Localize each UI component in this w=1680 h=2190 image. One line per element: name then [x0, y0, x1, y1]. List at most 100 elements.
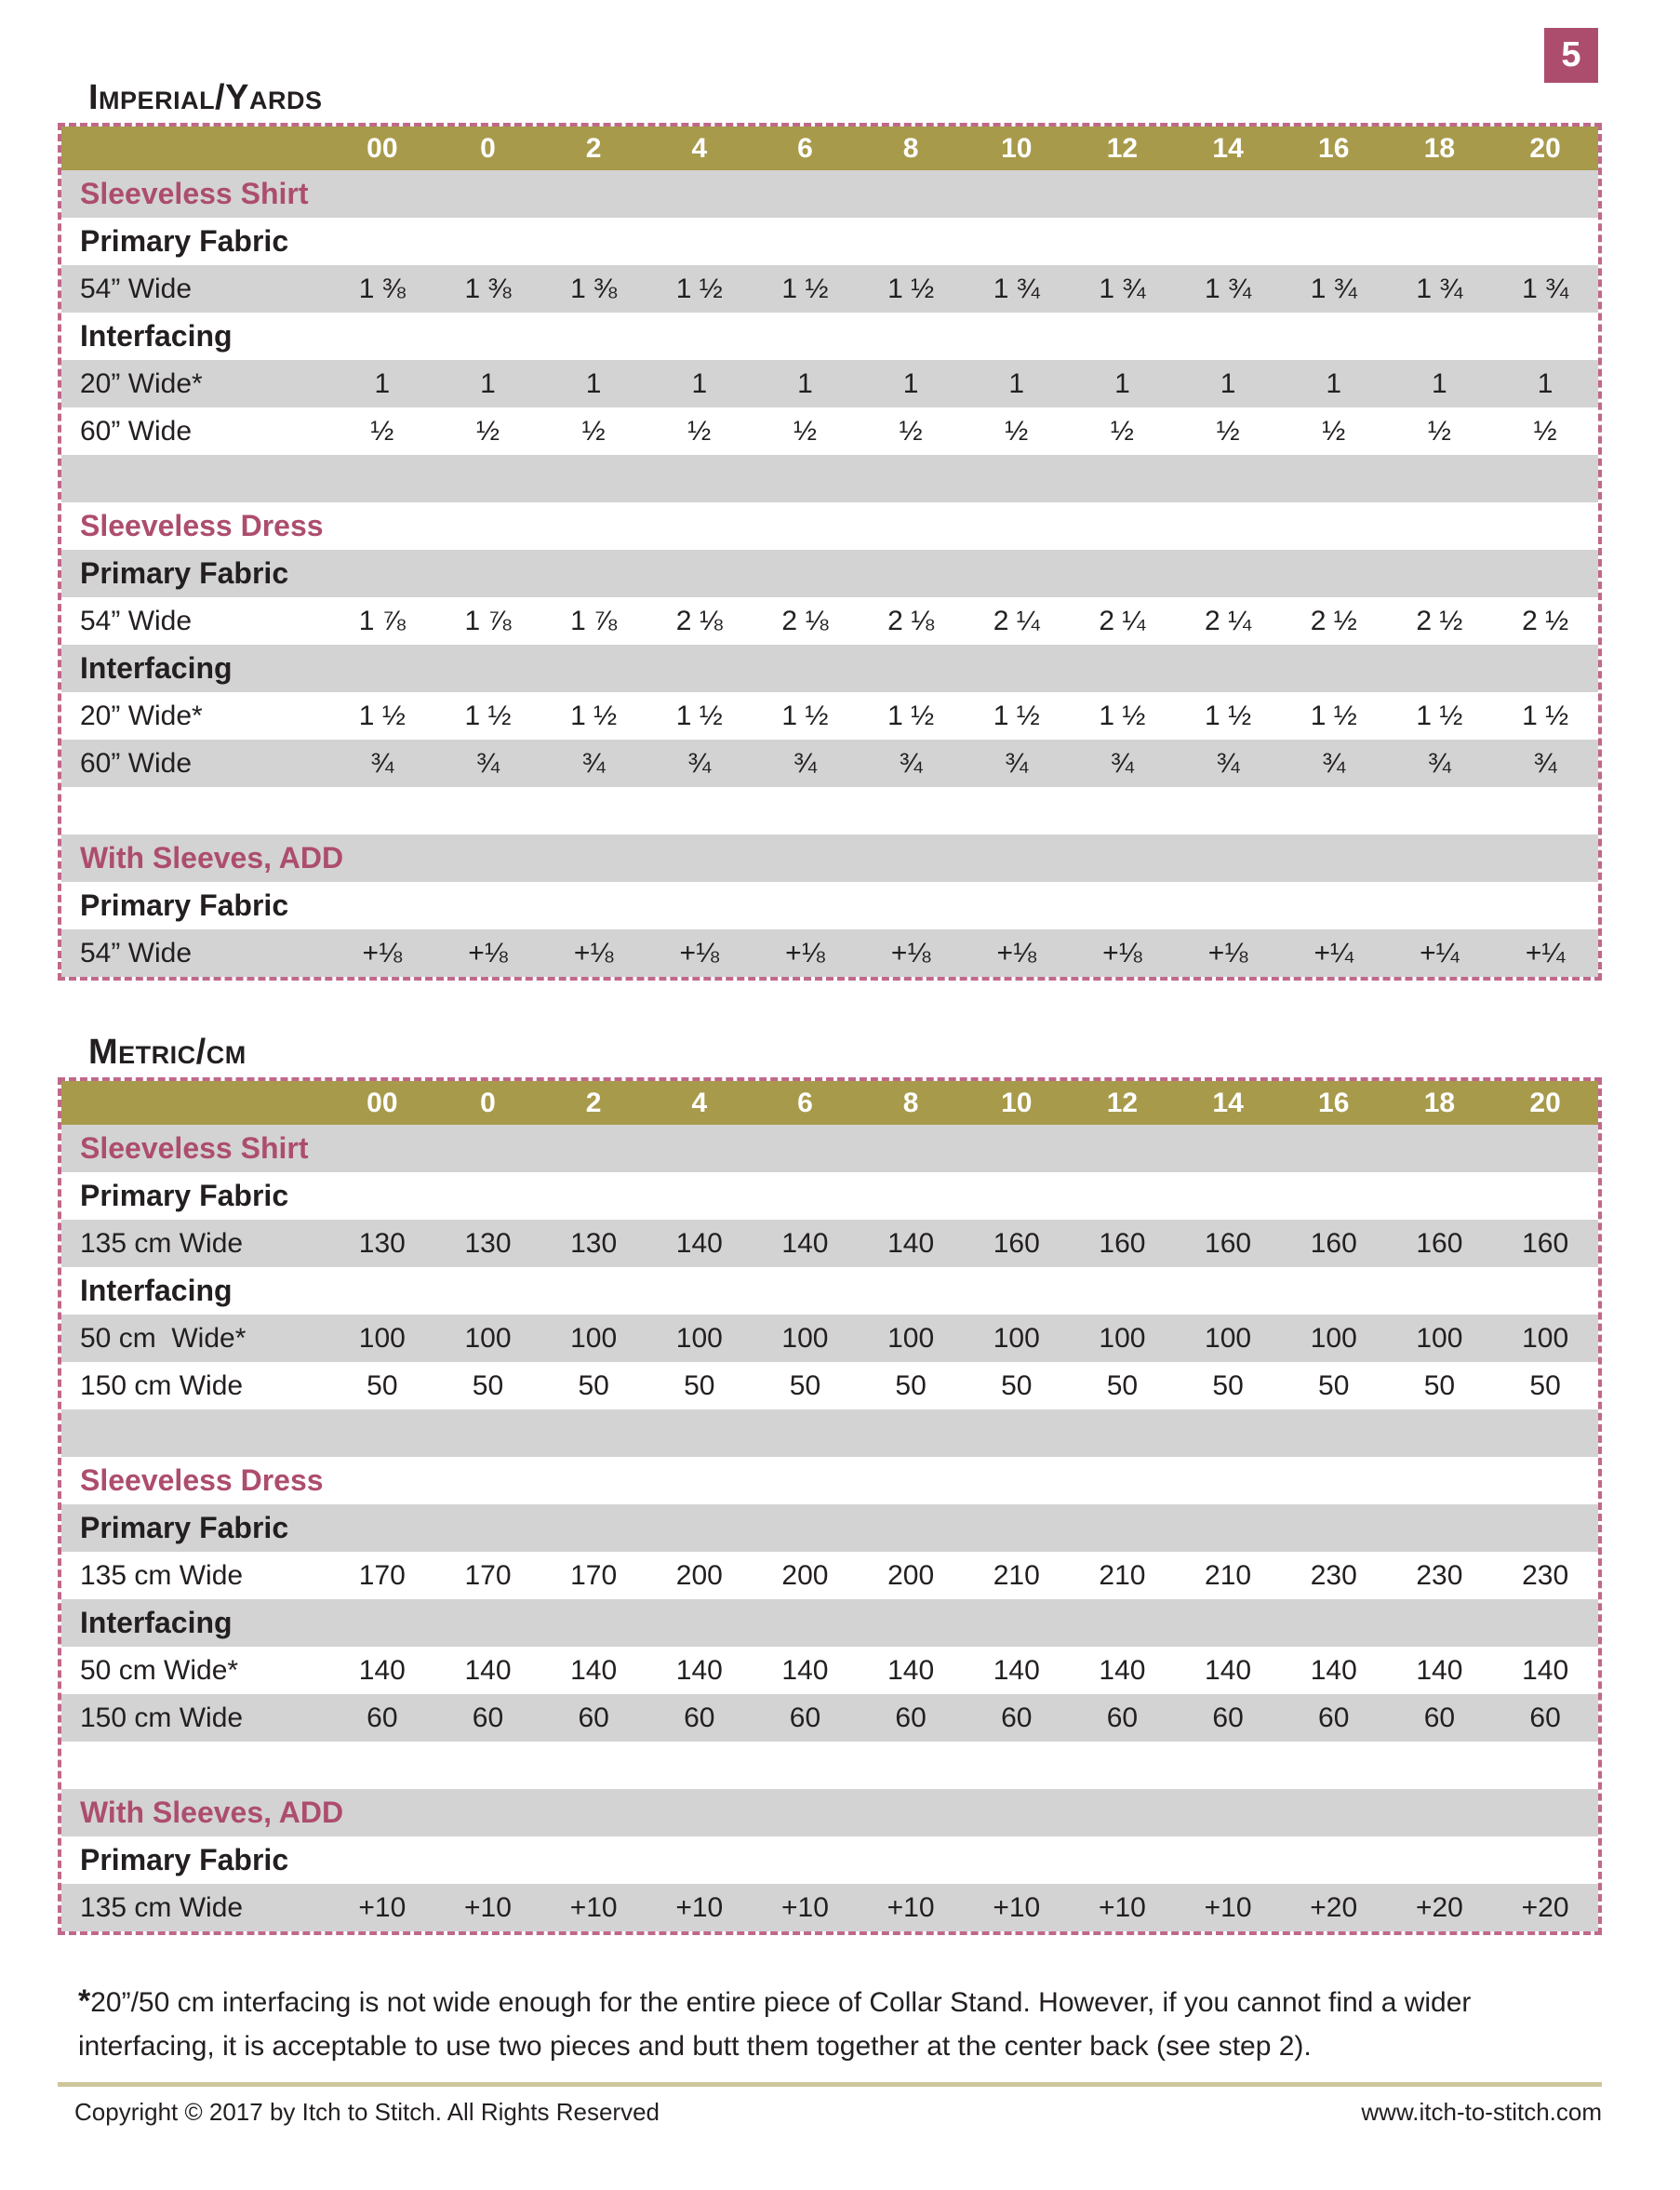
row-label: 20” Wide*	[80, 367, 203, 399]
yardage-value: 140	[675, 1227, 723, 1259]
size-column-header: 4	[691, 1087, 708, 1118]
yardage-value: ¾	[1005, 747, 1029, 779]
yardage-value: 140	[1416, 1654, 1463, 1686]
row-label: 150 cm Wide	[80, 1702, 244, 1733]
yardage-row: 20” Wide* 1 ½ 1 ½ 1 ½ 1 ½ 1 ½ 1 ½ 1 ½ 1 ½ 1 ½ 1 ½ 1…	[61, 692, 1598, 740]
spacer-cell	[61, 1409, 1598, 1457]
row-label: 60” Wide	[80, 747, 193, 779]
size-column-header: 12	[1106, 1087, 1139, 1118]
yardage-row: 135 cm Wide +10 +10 +10 +10 +10 +10 +10 +10 +10 +2…	[61, 1884, 1598, 1931]
fabric-group-row: Primary Fabric	[61, 1836, 1598, 1884]
yardage-row: 54” Wide +⅛ +⅛ +⅛ +⅛ +⅛ +⅛ +⅛ +⅛ +⅛ +¼ +¼ +¼	[61, 929, 1598, 977]
yardage-value: 60	[1318, 1702, 1350, 1733]
yardage-value: 1 ½	[1522, 700, 1569, 731]
yardage-value: 140	[781, 1227, 829, 1259]
yardage-value: 100	[1099, 1322, 1146, 1354]
section-title-row: Sleeveless Shirt	[61, 1125, 1598, 1172]
row-label: Sleeveless Dress	[80, 509, 324, 542]
yardage-value: 140	[887, 1227, 935, 1259]
yardage-value: +10	[887, 1891, 935, 1923]
row-label: 135 cm Wide	[80, 1891, 244, 1923]
fabric-group-row: Interfacing	[61, 1267, 1598, 1315]
row-label: 54” Wide	[80, 273, 193, 304]
website-link[interactable]: www.itch-to-stitch.com	[1361, 2098, 1602, 2126]
yardage-value: 50	[684, 1369, 715, 1401]
yardage-value: 1	[1537, 367, 1553, 399]
yardage-value: ½	[1322, 415, 1346, 447]
empty-header-cell	[61, 127, 329, 170]
yardage-value: +10	[1098, 1891, 1146, 1923]
fabric-group-row: Primary Fabric	[61, 1172, 1598, 1220]
yardage-value: 230	[1310, 1559, 1357, 1591]
yardage-value: 210	[1205, 1559, 1252, 1591]
yardage-value: 60	[1529, 1702, 1561, 1733]
yardage-value: ¾	[1533, 747, 1557, 779]
footer-divider-rule	[58, 2082, 1602, 2087]
yardage-value: 200	[675, 1559, 723, 1591]
yardage-value: ½	[1533, 415, 1557, 447]
yardage-value: 1	[1008, 367, 1025, 399]
yardage-value: 1 ½	[781, 700, 829, 731]
size-column-header: 4	[691, 132, 708, 164]
section-title-row: Sleeveless Dress	[61, 502, 1598, 550]
yardage-value: 1 ½	[570, 700, 618, 731]
yardage-value: 1 ½	[781, 273, 829, 304]
size-column-header: 16	[1318, 132, 1350, 164]
yardage-value: ¾	[1110, 747, 1134, 779]
yardage-value: 170	[570, 1559, 618, 1591]
copyright-text: Copyright © 2017 by Itch to Stitch. All …	[74, 2098, 660, 2126]
yardage-value: 1 ½	[464, 700, 512, 731]
size-column-header: 14	[1212, 1087, 1244, 1118]
row-label: Primary Fabric	[80, 224, 289, 258]
yardage-value: 60	[1106, 1702, 1139, 1733]
yardage-row: 150 cm Wide 50 50 50 50 50 50 50 50 50 50 50 50	[61, 1362, 1598, 1409]
size-header-row: 00 0 2 4 6 8 10 12 14 16 18 20	[61, 1081, 1598, 1125]
size-column-header: 6	[797, 1087, 813, 1118]
yardage-value: ¾	[793, 747, 817, 779]
metric-yardage-table: 00 0 2 4 6 8 10 12 14 16 18 20 Sleeveless Shirt Prima…	[58, 1077, 1602, 1935]
yardage-value: 50	[1212, 1369, 1244, 1401]
yardage-value: 140	[993, 1654, 1040, 1686]
yardage-value: 100	[464, 1322, 512, 1354]
fabric-group-row: Primary Fabric	[61, 218, 1598, 265]
row-label: 54” Wide	[80, 937, 193, 968]
yardage-value: +10	[781, 1891, 829, 1923]
yardage-value: +20	[1415, 1891, 1463, 1923]
row-label: Primary Fabric	[80, 1179, 289, 1212]
yardage-value: +¼	[1525, 937, 1566, 968]
row-label: 50 cm Wide*	[80, 1654, 239, 1686]
yardage-value: 1 ½	[358, 700, 406, 731]
yardage-value: 1	[1326, 367, 1342, 399]
row-label: 135 cm Wide	[80, 1227, 244, 1259]
yardage-value: 60	[789, 1702, 821, 1733]
yardage-value: 200	[781, 1559, 829, 1591]
yardage-value: 210	[993, 1559, 1040, 1591]
spacer-row	[61, 455, 1598, 502]
yardage-value: 160	[993, 1227, 1040, 1259]
yardage-value: 50	[367, 1369, 398, 1401]
yardage-value: 140	[1310, 1654, 1357, 1686]
yardage-value: 2 ⅛	[781, 605, 829, 636]
yardage-value: 130	[464, 1227, 512, 1259]
yardage-value: 100	[358, 1322, 406, 1354]
yardage-value: 1 ½	[675, 700, 723, 731]
yardage-value: +10	[675, 1891, 724, 1923]
yardage-value: ½	[687, 415, 712, 447]
yardage-value: 100	[1310, 1322, 1357, 1354]
yardage-row: 20” Wide* 1 1 1 1 1 1 1 1 1 1 1 1	[61, 360, 1598, 407]
size-column-header: 00	[367, 132, 398, 164]
yardage-value: 200	[887, 1559, 935, 1591]
yardage-value: 1 ¾	[1099, 273, 1146, 304]
yardage-value: 50	[578, 1369, 609, 1401]
section-title-row: With Sleeves, ADD	[61, 1789, 1598, 1836]
size-column-header: 8	[902, 1087, 919, 1118]
yardage-value: +10	[993, 1891, 1041, 1923]
yardage-value: ½	[1005, 415, 1029, 447]
yardage-value: ¾	[370, 747, 394, 779]
yardage-value: 130	[570, 1227, 618, 1259]
yardage-value: 2 ½	[1522, 605, 1569, 636]
yardage-value: +⅛	[890, 937, 931, 968]
yardage-table: 00 0 2 4 6 8 10 12 14 16 18 20 Sleeveless Shirt Prima…	[61, 127, 1598, 977]
fabric-group-row: Primary Fabric	[61, 550, 1598, 597]
yardage-value: 1 ½	[1416, 700, 1463, 731]
